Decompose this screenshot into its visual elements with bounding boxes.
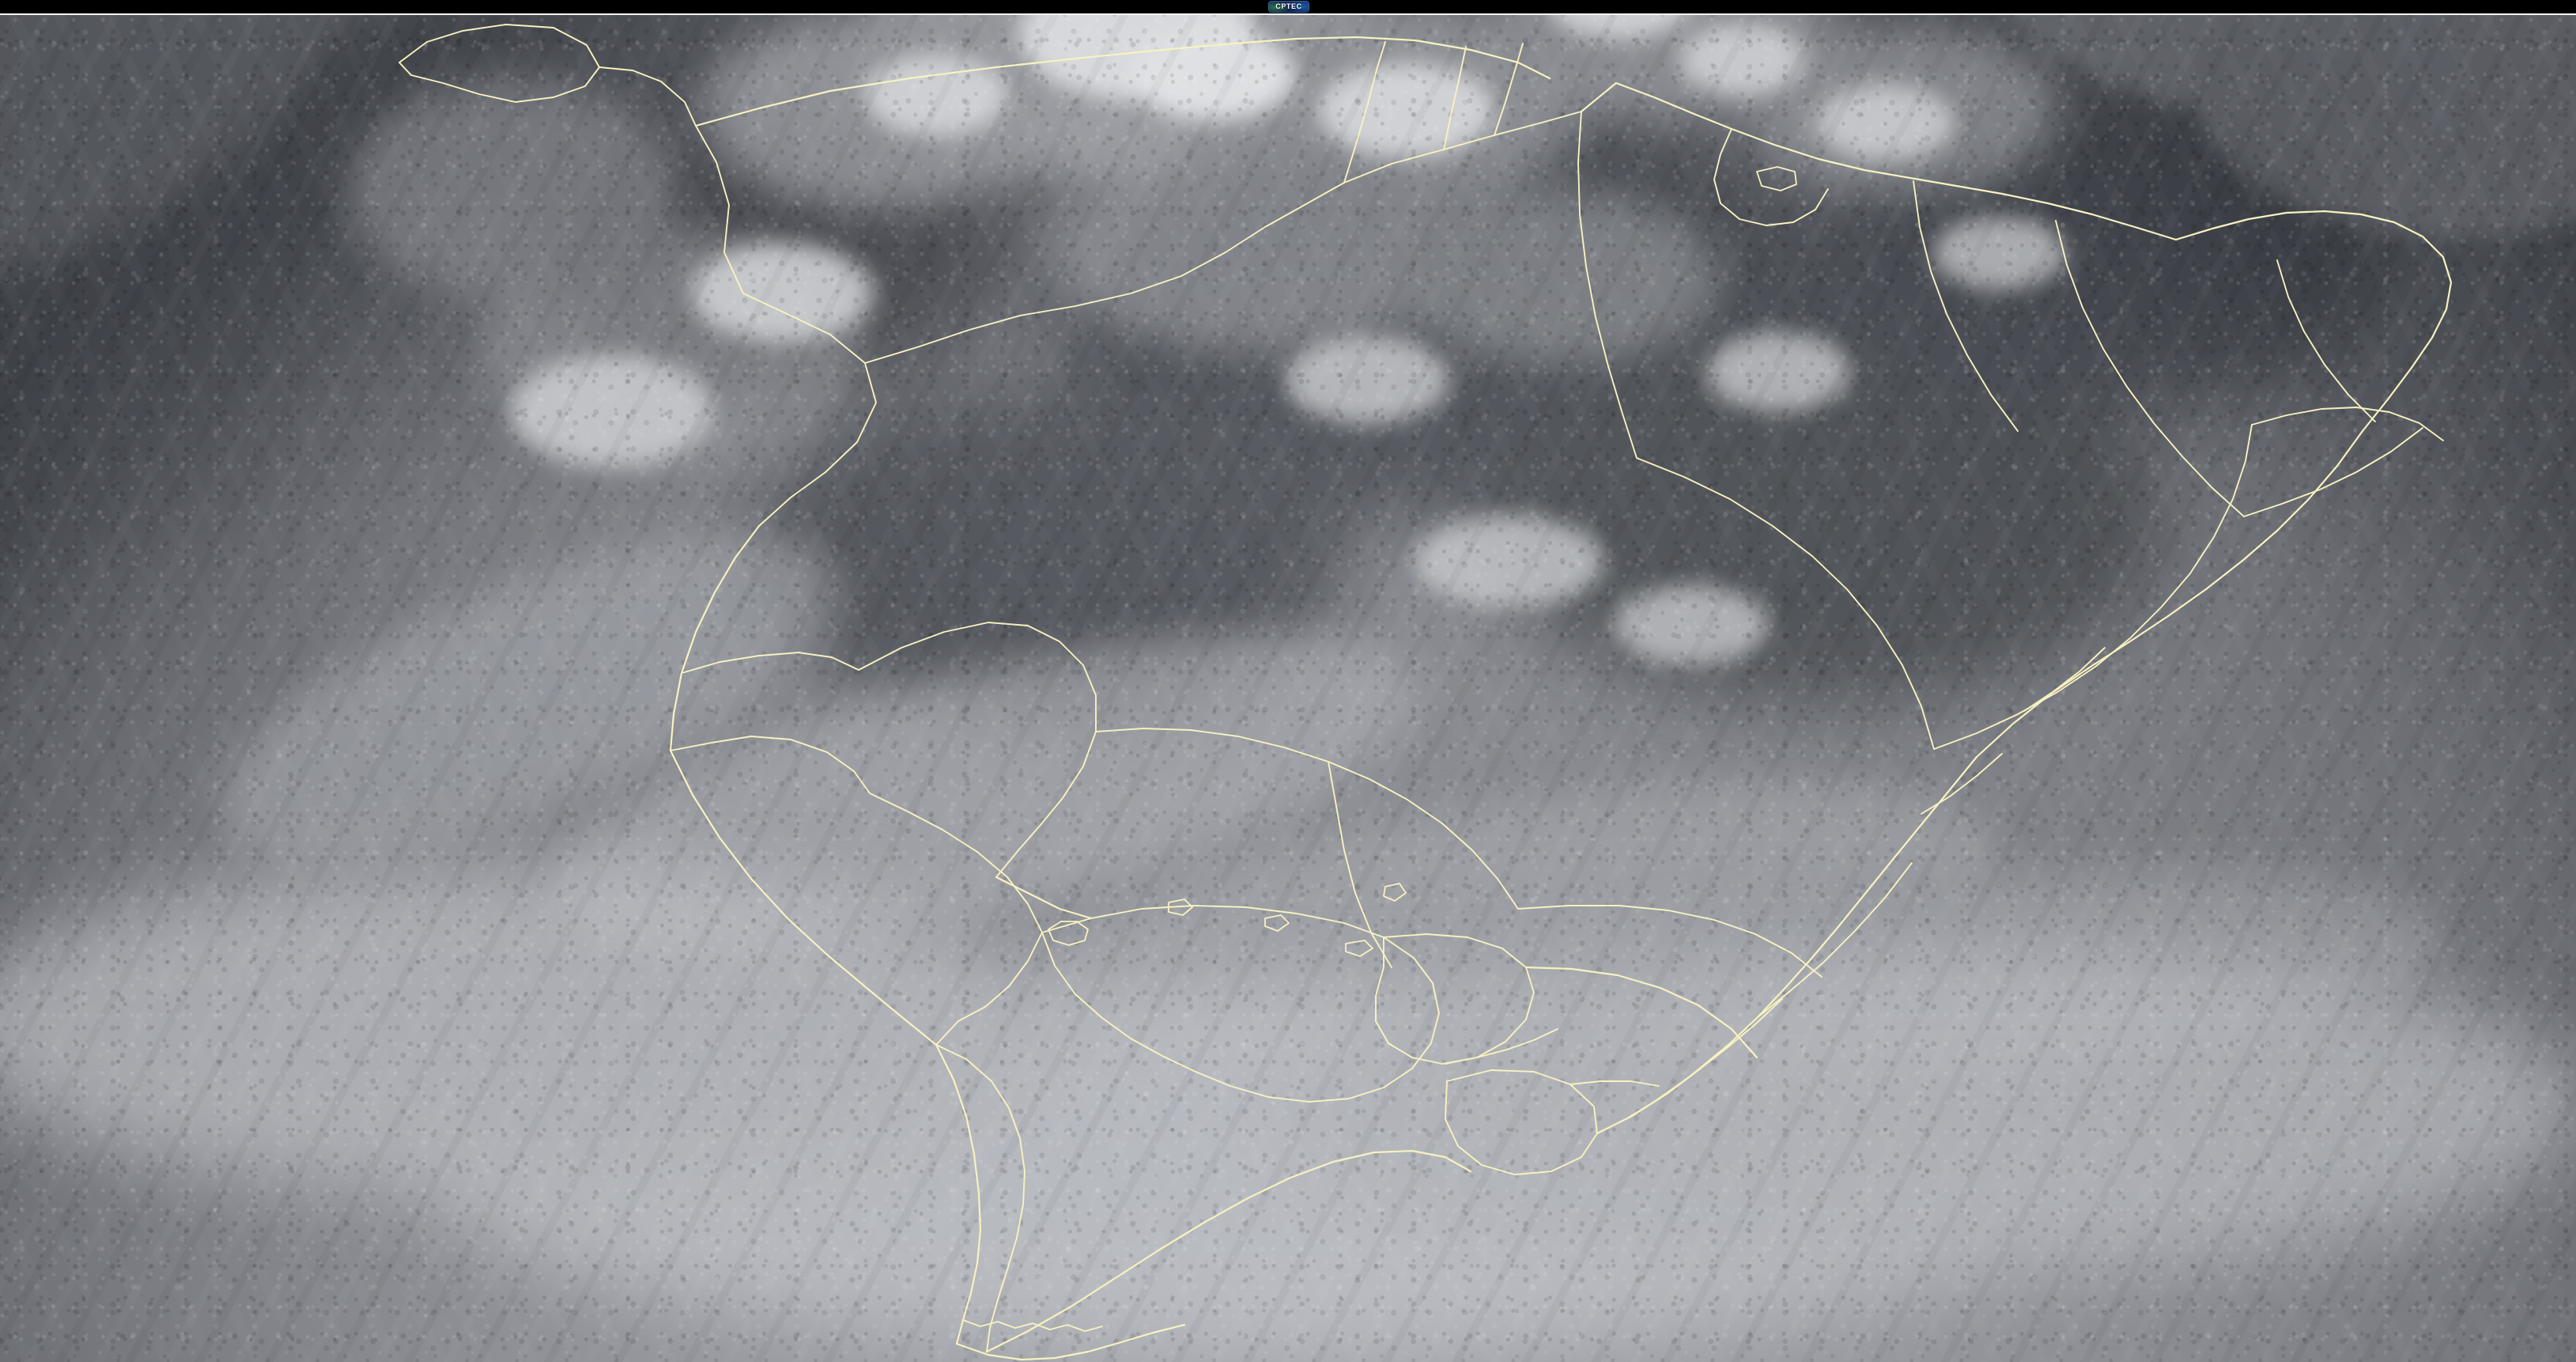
cptec-logo-icon: CPTEC: [1268, 1, 1309, 13]
cptec-logo-label: CPTEC: [1275, 2, 1302, 10]
header-separator-line: [0, 13, 2576, 15]
